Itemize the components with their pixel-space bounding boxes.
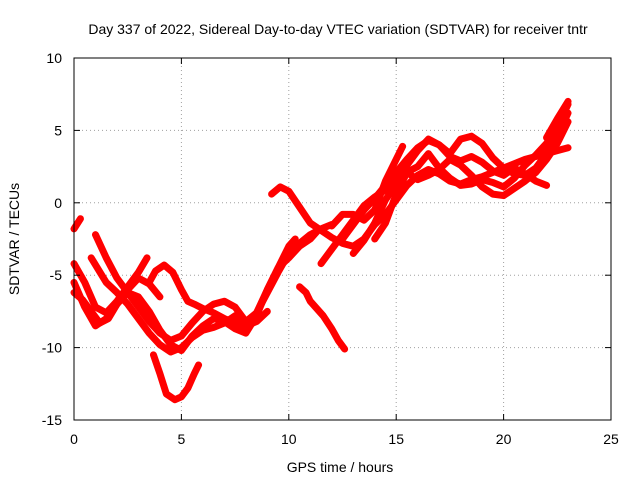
series-14-trace [371, 118, 572, 243]
y-axis-ticks: -15 -10 -5 0 5 10 [42, 50, 611, 428]
x-tick-label: 0 [70, 431, 78, 447]
x-axis-label: GPS time / hours [287, 459, 394, 475]
series-6-trace [91, 231, 299, 344]
chart-title: Day 337 of 2022, Sidereal Day-to-day VTE… [88, 21, 588, 37]
series-10-trace [296, 283, 349, 353]
y-tick-label: -10 [42, 340, 62, 356]
series-4-trace [70, 274, 164, 327]
series-1-trace [70, 215, 84, 233]
series-7-trace [145, 261, 271, 330]
series-8-trace [149, 351, 203, 404]
y-tick-label: 0 [54, 195, 62, 211]
y-tick-label: -15 [42, 412, 62, 428]
y-tick-label: -5 [50, 267, 63, 283]
x-tick-label: 5 [178, 431, 186, 447]
y-axis-label: SDTVAR / TECUs [6, 183, 22, 295]
grid-lines [74, 58, 611, 420]
series-13-trace [349, 100, 572, 257]
x-axis-ticks: 0 5 10 15 20 25 [70, 58, 619, 447]
y-tick-label: 5 [54, 122, 62, 138]
x-tick-label: 25 [603, 431, 619, 447]
series-9-trace [268, 144, 572, 250]
series-15-trace [328, 142, 407, 230]
y-tick-label: 10 [46, 50, 62, 66]
x-tick-label: 20 [496, 431, 512, 447]
x-tick-label: 10 [281, 431, 297, 447]
plot-frame [73, 57, 612, 421]
x-tick-label: 15 [388, 431, 404, 447]
series-16-trace [543, 97, 572, 142]
series-5-trace [87, 221, 336, 356]
data-series [70, 97, 572, 404]
